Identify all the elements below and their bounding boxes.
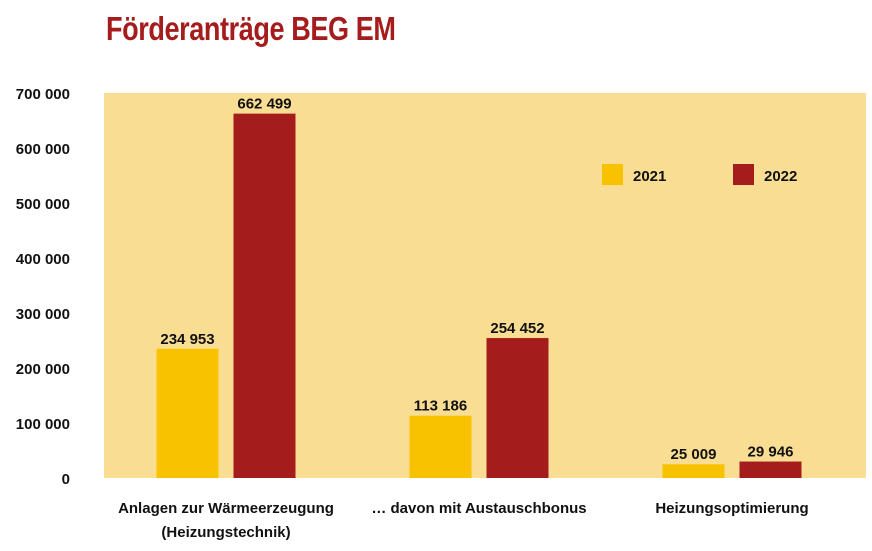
legend-label: 2022 (764, 168, 797, 185)
chart-title: Förderanträge BEG EM (106, 10, 396, 47)
x-axis: Anlagen zur Wärmeerzeugung (Heizungstechn… (118, 500, 809, 541)
data-label: 29 946 (748, 444, 794, 461)
y-tick-label: 200 000 (16, 361, 70, 378)
bar-2022 (486, 338, 549, 478)
data-label: 662 499 (237, 96, 291, 113)
bar-2021 (409, 415, 472, 478)
bar-2022 (233, 113, 296, 478)
data-label: 113 186 (414, 398, 467, 415)
category-label: Heizungsoptimierung (655, 500, 808, 517)
category-label-line: … davon mit Austauschbonus (371, 500, 586, 517)
legend-swatch-2022 (733, 164, 754, 185)
category-label-line: Anlagen zur Wärmeerzeugung (118, 500, 334, 517)
y-tick-label: 0 (62, 471, 70, 488)
category-label-line: (Heizungstechnik) (161, 524, 290, 541)
y-tick-label: 300 000 (16, 306, 70, 323)
data-label: 234 953 (160, 331, 214, 348)
y-tick-label: 600 000 (16, 141, 70, 158)
category-label: … davon mit Austauschbonus (371, 500, 586, 517)
bars (156, 113, 802, 478)
y-tick-label: 500 000 (16, 196, 70, 213)
category-label: Anlagen zur Wärmeerzeugung (Heizungstechn… (118, 500, 334, 541)
y-tick-label: 400 000 (16, 251, 70, 268)
bar-2022 (739, 461, 802, 478)
legend-label: 2021 (633, 168, 666, 185)
bar-2021 (156, 348, 219, 478)
y-tick-label: 700 000 (16, 86, 70, 103)
data-labels: 234 953 113 186 25 009 662 499 254 452 29 946 (160, 96, 793, 464)
data-label: 254 452 (490, 320, 544, 337)
legend: 2021 2022 (602, 164, 797, 185)
y-axis: 0 100 000 200 000 300 000 400 000 500 000 600 … (16, 86, 70, 488)
bar-2021 (662, 464, 725, 478)
plot-area (104, 93, 866, 478)
data-label: 25 009 (671, 446, 717, 463)
category-label-line: Heizungsoptimierung (655, 500, 808, 517)
legend-swatch-2021 (602, 164, 623, 185)
y-tick-label: 100 000 (16, 416, 70, 433)
